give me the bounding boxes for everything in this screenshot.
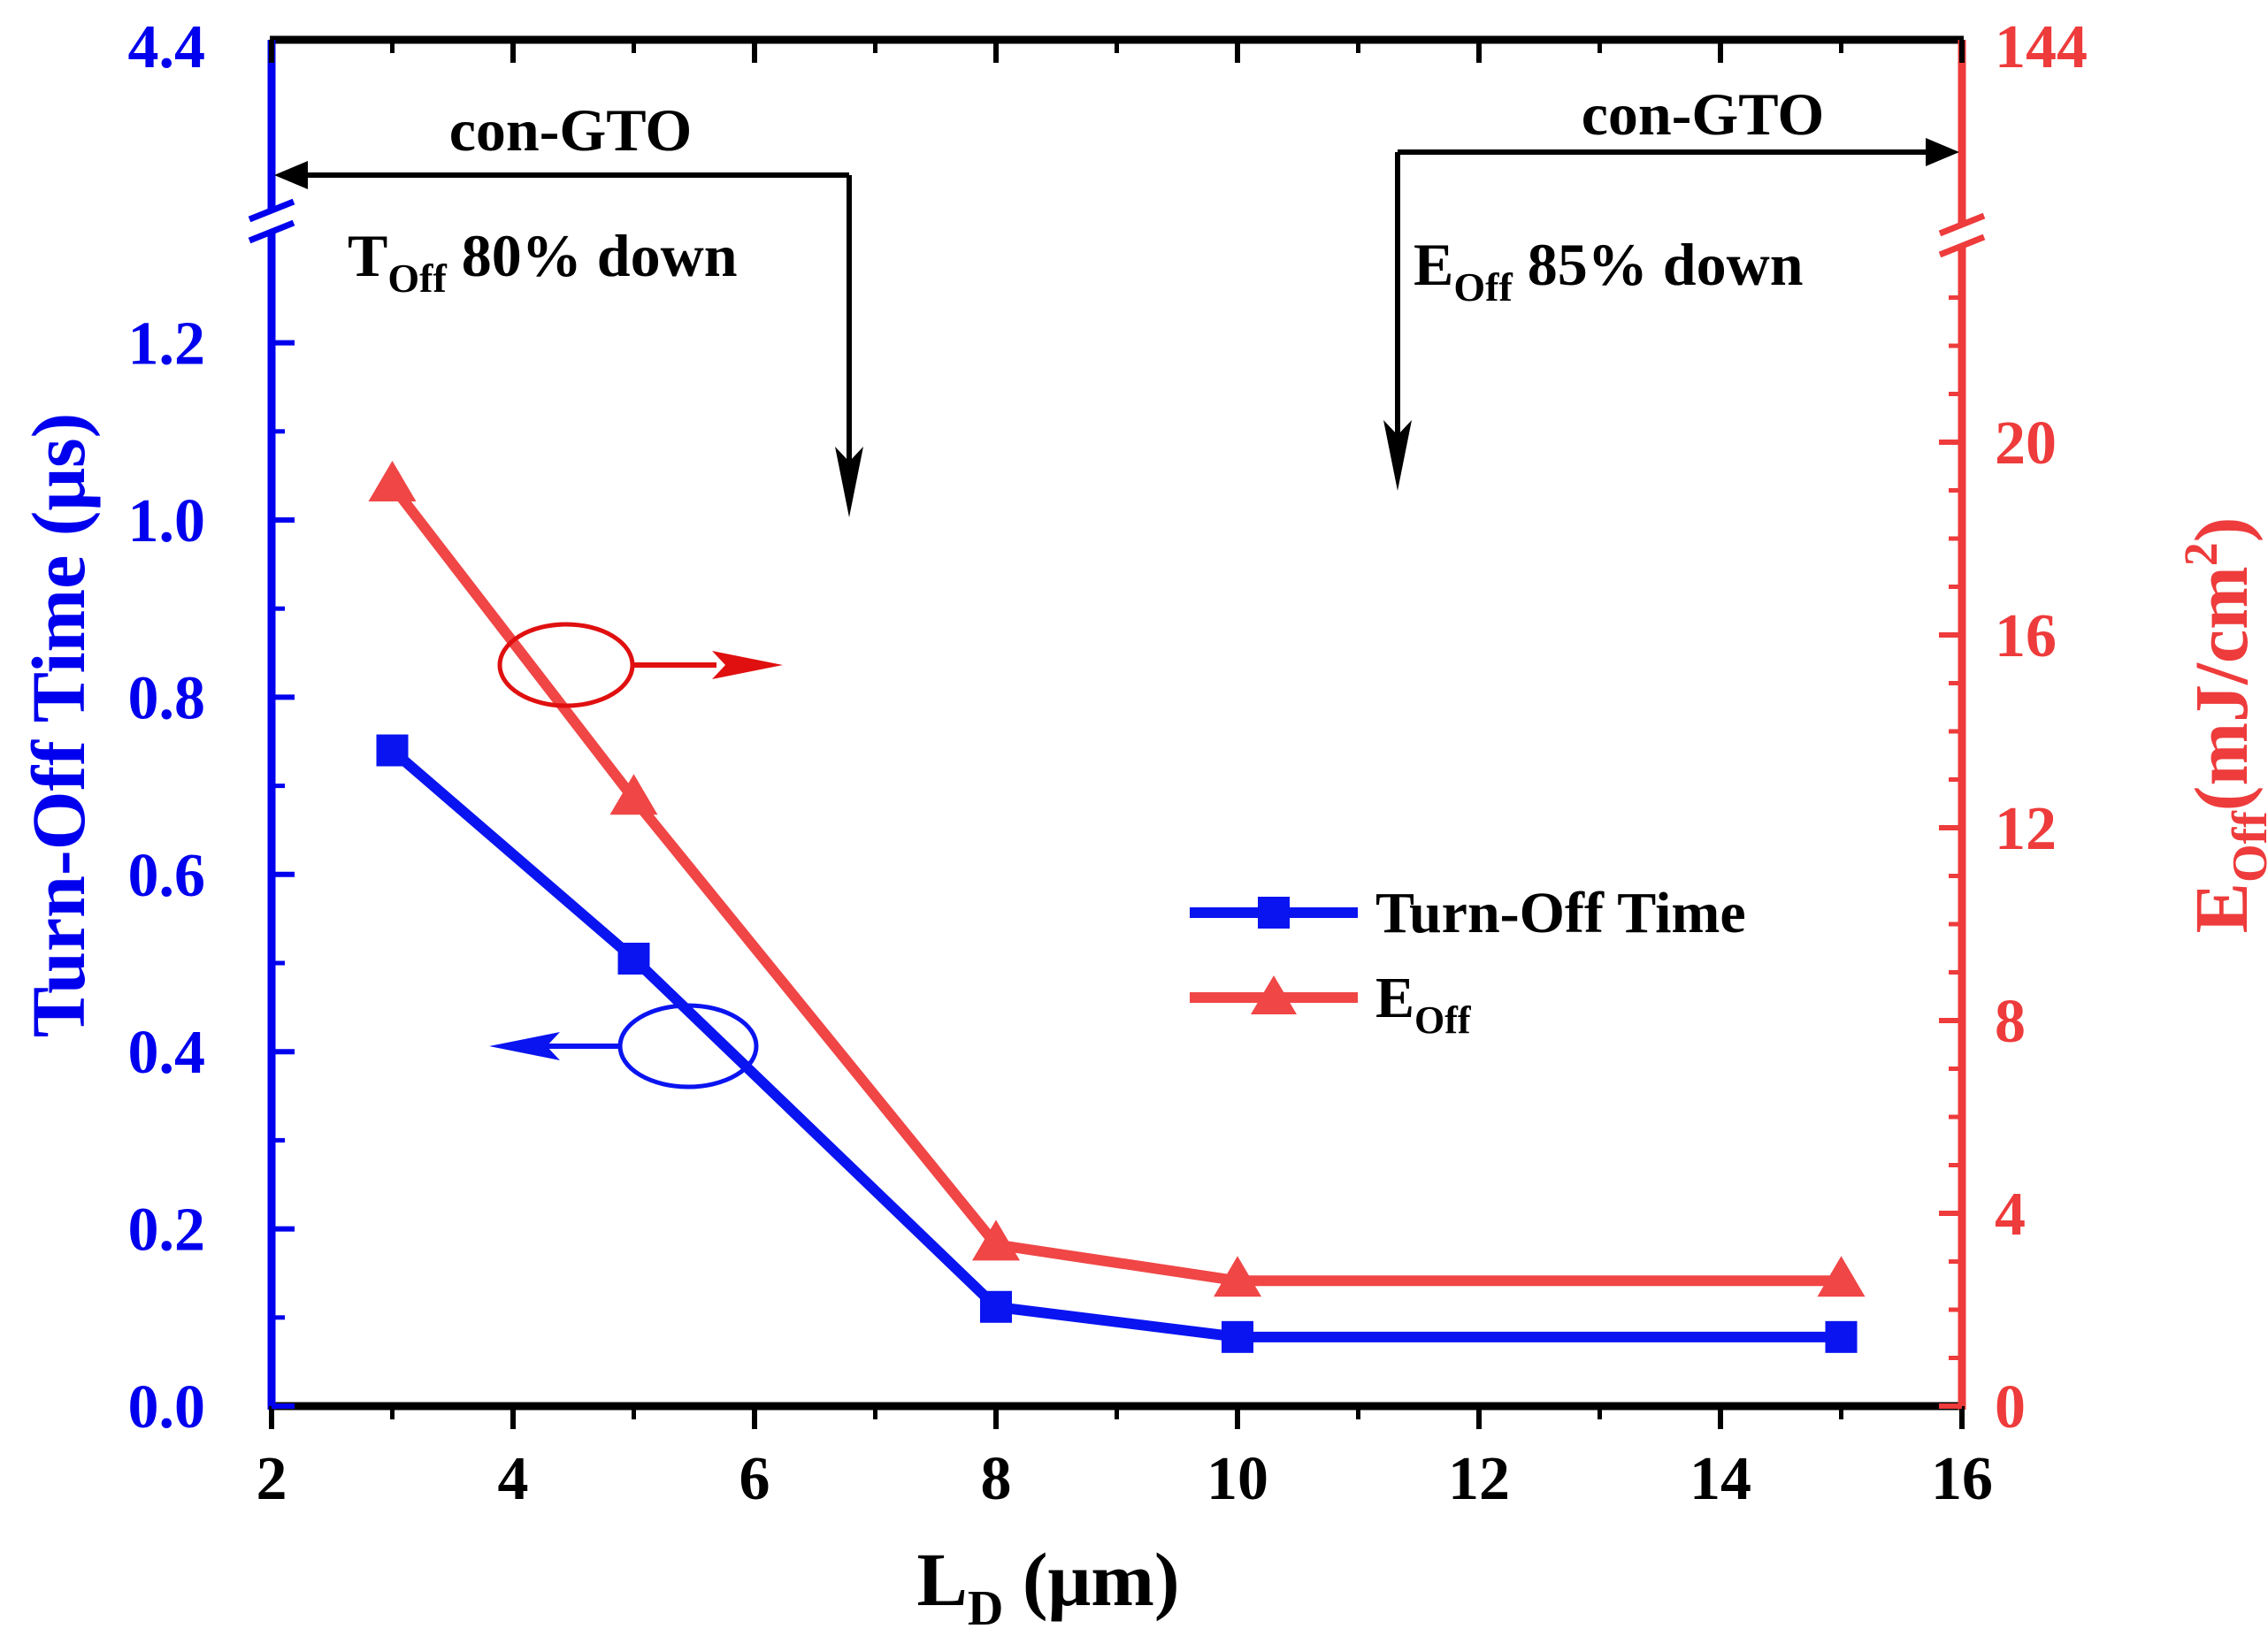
annotation-right-label: con-GTO bbox=[1582, 80, 1825, 148]
data-point-square bbox=[617, 942, 650, 975]
series-layer bbox=[368, 461, 1866, 1353]
y-left-tick-label: 0.6 bbox=[128, 842, 206, 910]
y-right-tick-label: 8 bbox=[1995, 988, 2026, 1056]
x-tick-label: 4 bbox=[498, 1445, 529, 1513]
data-point-square bbox=[376, 734, 409, 767]
data-point-triangle bbox=[972, 1220, 1020, 1261]
left-axis-indicator bbox=[489, 1003, 759, 1090]
legend: Turn-Off Time EOff bbox=[1190, 881, 1746, 1042]
legend-entry-eoff: EOff bbox=[1190, 966, 1472, 1042]
y-left-ticks: 0.0 0.2 0.4 0.6 0.8 1.0 1.2 bbox=[128, 310, 295, 1441]
right-axis-indicator-arrowhead bbox=[712, 651, 783, 679]
x-axis-title: LD (μm) bbox=[917, 1537, 1180, 1636]
x-tick-label: 14 bbox=[1690, 1445, 1751, 1513]
right-axis-break bbox=[1938, 212, 1986, 258]
data-point-triangle bbox=[1214, 1256, 1261, 1297]
annotation-right: con-GTO EOff 85% down bbox=[1383, 80, 1959, 491]
left-axis-indicator-arrowhead bbox=[489, 1032, 560, 1060]
y-left-tick-label: 0.2 bbox=[128, 1197, 206, 1265]
x-tick-label: 10 bbox=[1207, 1445, 1268, 1513]
y-right-axis-title: EOff(mJ/cm2) bbox=[2174, 517, 2268, 934]
legend-label-eoff: EOff bbox=[1375, 966, 1472, 1042]
y-left-tick-label: 1.2 bbox=[128, 310, 206, 379]
y-left-tick-label: 0.4 bbox=[128, 1019, 206, 1087]
x-tick-label: 8 bbox=[981, 1445, 1012, 1513]
data-point-triangle bbox=[368, 461, 417, 502]
y-left-break-tick-label: 4.4 bbox=[128, 13, 206, 81]
y-right-ticks: 0 4 8 12 16 20 bbox=[1939, 295, 2057, 1441]
data-point-triangle bbox=[1817, 1256, 1866, 1297]
y-left-tick-label: 0.8 bbox=[128, 664, 206, 732]
y-right-tick-label: 0 bbox=[1995, 1373, 2026, 1441]
x-ticks: 2 4 6 8 10 12 14 16 bbox=[257, 40, 1993, 1513]
annotation-right-arrowhead-down bbox=[1383, 420, 1412, 491]
y-left-tick-label: 0.0 bbox=[128, 1373, 206, 1441]
right-axis-indicator-ellipse bbox=[497, 622, 635, 708]
legend-entry-turn-off-time: Turn-Off Time bbox=[1190, 881, 1746, 945]
y-left-axis-title: Turn-Off Time (μs) bbox=[16, 413, 101, 1038]
data-point-square bbox=[980, 1290, 1012, 1323]
data-point-square bbox=[1825, 1320, 1858, 1353]
annotation-left-arrowhead-left bbox=[274, 161, 308, 189]
y-right-tick-label: 16 bbox=[1995, 602, 2057, 670]
annotation-left-note: TOff 80% down bbox=[348, 222, 738, 301]
x-tick-label: 6 bbox=[739, 1445, 770, 1513]
legend-label-turn-off-time: Turn-Off Time bbox=[1375, 881, 1746, 945]
data-point-square bbox=[1222, 1320, 1253, 1353]
y-right-tick-label: 20 bbox=[1995, 409, 2057, 478]
x-tick-label: 2 bbox=[257, 1445, 287, 1513]
y-left-tick-label: 1.0 bbox=[128, 487, 206, 555]
y-right-tick-label: 12 bbox=[1995, 795, 2057, 863]
legend-marker-square bbox=[1258, 897, 1290, 929]
annotation-right-arrowhead-right bbox=[1926, 138, 1959, 166]
annotation-left: con-GTO TOff 80% down bbox=[274, 96, 863, 517]
annotation-left-arrowhead-down bbox=[835, 447, 863, 517]
left-axis-break bbox=[248, 198, 295, 244]
annotation-left-label: con-GTO bbox=[449, 96, 693, 164]
annotation-right-note: EOff 85% down bbox=[1414, 231, 1804, 310]
x-tick-label: 12 bbox=[1448, 1445, 1510, 1513]
legend-marker-triangle bbox=[1251, 975, 1297, 1014]
data-point-triangle bbox=[609, 774, 658, 815]
x-tick-label: 16 bbox=[1931, 1445, 1993, 1513]
y-right-tick-label: 4 bbox=[1995, 1181, 2026, 1249]
right-axis-indicator bbox=[497, 622, 783, 708]
y-right-break-tick-label: 144 bbox=[1995, 13, 2088, 81]
